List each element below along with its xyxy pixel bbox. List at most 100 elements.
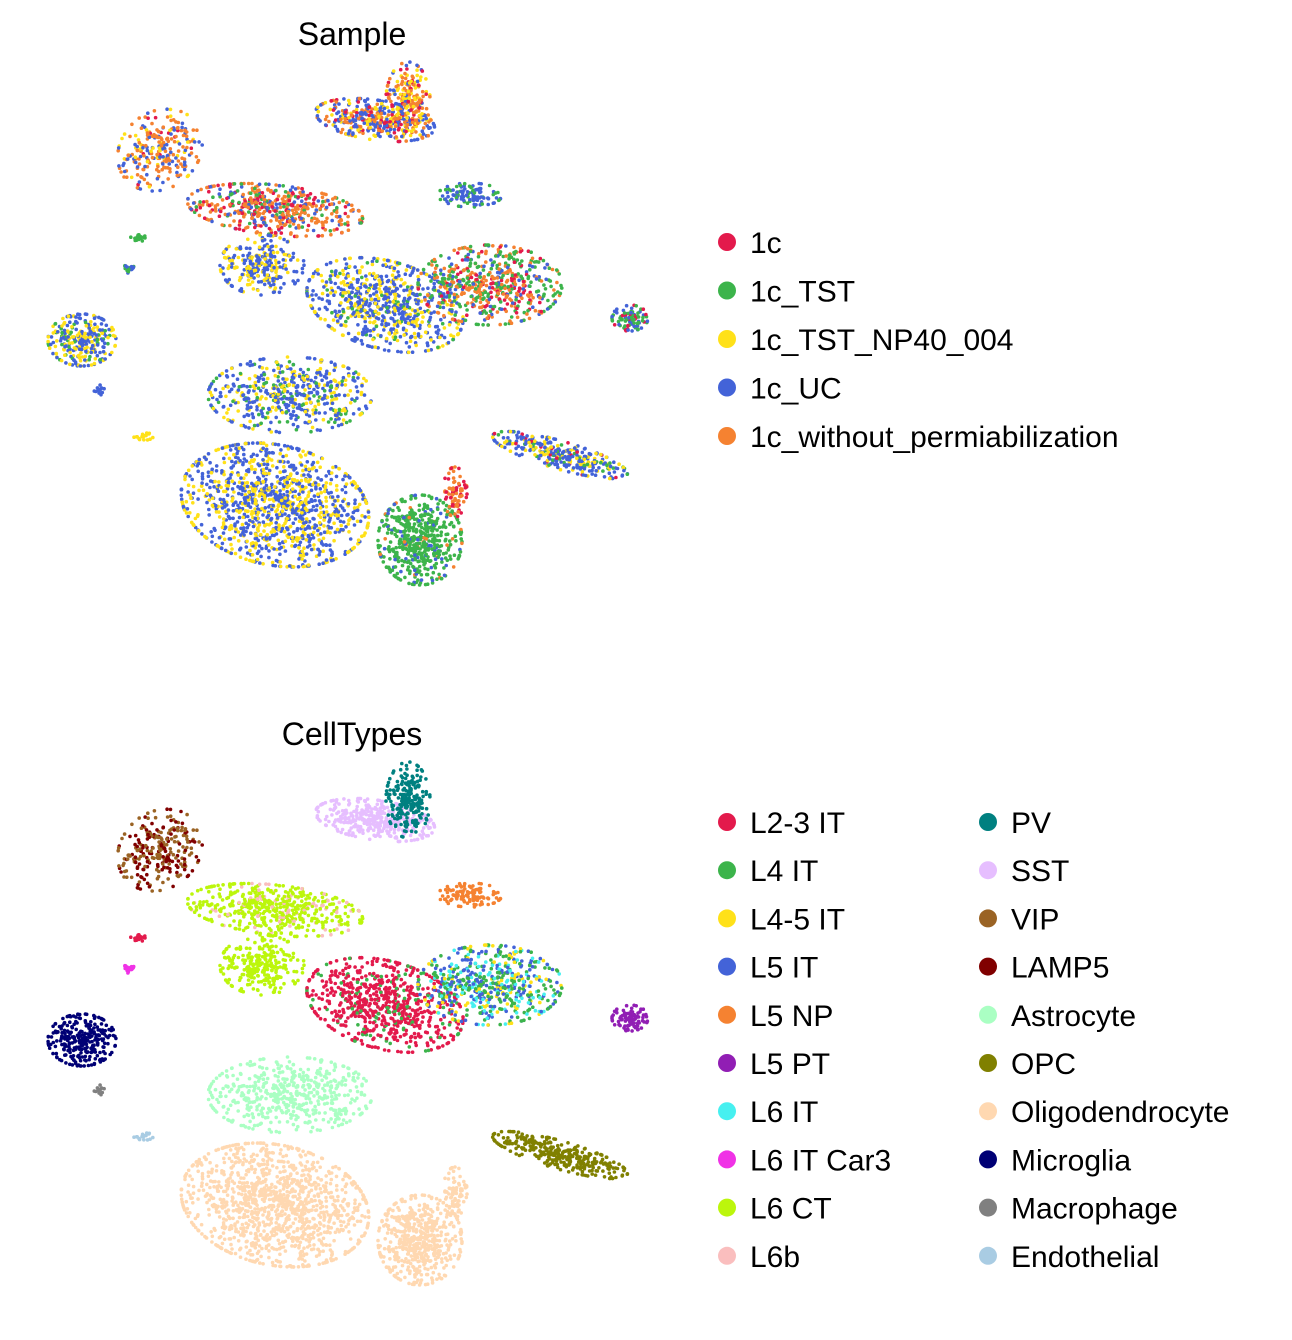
sample-point [315, 371, 319, 375]
sample-point [442, 335, 447, 340]
sample-point [186, 514, 190, 519]
sample-point [570, 454, 575, 459]
sample-point [362, 121, 367, 125]
sample-point [477, 287, 482, 291]
sample-point [451, 337, 455, 342]
sample-point [516, 430, 521, 435]
sample-point [189, 207, 193, 211]
sample-point [221, 497, 226, 502]
sample-point [540, 434, 545, 439]
sample-point [229, 551, 234, 556]
sample-point [545, 262, 549, 267]
sample-point [324, 376, 329, 380]
sample-point [61, 316, 65, 321]
sample-point [251, 262, 255, 266]
sample-point [280, 197, 285, 201]
sample-point [276, 379, 281, 383]
sample-point [330, 218, 335, 223]
sample-point [410, 350, 415, 355]
sample-point [410, 120, 415, 125]
sample-point [542, 283, 546, 287]
sample-point [122, 169, 127, 174]
sample-point [441, 305, 446, 310]
sample-point [158, 148, 162, 153]
sample-point [296, 195, 301, 199]
sample-point [608, 461, 612, 465]
sample-point [492, 431, 497, 436]
sample-point [374, 282, 379, 287]
sample-point [391, 281, 396, 286]
sample-point [314, 293, 318, 297]
sample-point [384, 285, 388, 290]
sample-point [582, 463, 586, 468]
sample-point [337, 200, 342, 205]
sample-point [567, 450, 572, 455]
sample-point [533, 453, 537, 457]
sample-point [372, 256, 376, 261]
sample-point [470, 285, 475, 290]
sample-point [98, 328, 102, 332]
sample-point [250, 181, 254, 186]
sample-point [355, 286, 360, 291]
sample-point [165, 137, 169, 141]
sample-point [273, 485, 277, 489]
sample-point [226, 418, 230, 422]
sample-point [236, 388, 241, 392]
sample-point [357, 407, 361, 411]
sample-point [362, 98, 367, 103]
sample-point [145, 159, 150, 164]
sample-point [323, 317, 327, 322]
sample-point [373, 134, 378, 138]
sample-point [508, 429, 513, 434]
sample-point [340, 488, 345, 492]
sample-point [159, 144, 164, 148]
sample-point [408, 122, 413, 127]
sample-point [270, 464, 275, 468]
sample-point [356, 300, 360, 304]
sample-point [239, 423, 243, 428]
sample-point [234, 226, 238, 231]
sample-point [481, 297, 485, 302]
sample-point [448, 298, 452, 303]
sample-point [316, 402, 321, 407]
sample-point [411, 316, 416, 321]
sample-point [310, 425, 315, 430]
sample-point [441, 344, 445, 348]
sample-point [479, 182, 484, 186]
sample-point [274, 244, 278, 249]
sample-point [343, 117, 348, 121]
sample-point [353, 265, 357, 269]
sample-point [346, 228, 351, 232]
sample-point [46, 335, 51, 339]
sample-point [370, 262, 375, 267]
sample-point [341, 375, 346, 380]
sample-point [478, 275, 483, 279]
sample-point [284, 405, 289, 410]
sample-point [560, 286, 564, 290]
sample-point [438, 285, 443, 289]
sample-point [93, 322, 97, 327]
sample-point [378, 134, 382, 139]
sample-point [316, 314, 320, 318]
sample-point [368, 122, 373, 126]
sample-point [471, 282, 476, 286]
sample-point [316, 117, 321, 122]
sample-point [398, 284, 403, 288]
sample-point [86, 363, 91, 368]
sample-point [506, 285, 511, 289]
sample-point [315, 460, 320, 465]
sample-point [342, 97, 346, 101]
sample-point [274, 408, 278, 412]
sample-point [360, 265, 364, 269]
sample-point [247, 210, 251, 214]
sample-point [458, 284, 463, 289]
sample-point [250, 216, 255, 220]
sample-point [335, 227, 339, 231]
sample-point [147, 135, 152, 139]
sample-point [253, 386, 257, 391]
sample-point [407, 81, 412, 85]
sample-point [399, 82, 404, 86]
sample-point [135, 435, 139, 439]
sample-point [382, 111, 387, 116]
sample-point [629, 315, 634, 320]
